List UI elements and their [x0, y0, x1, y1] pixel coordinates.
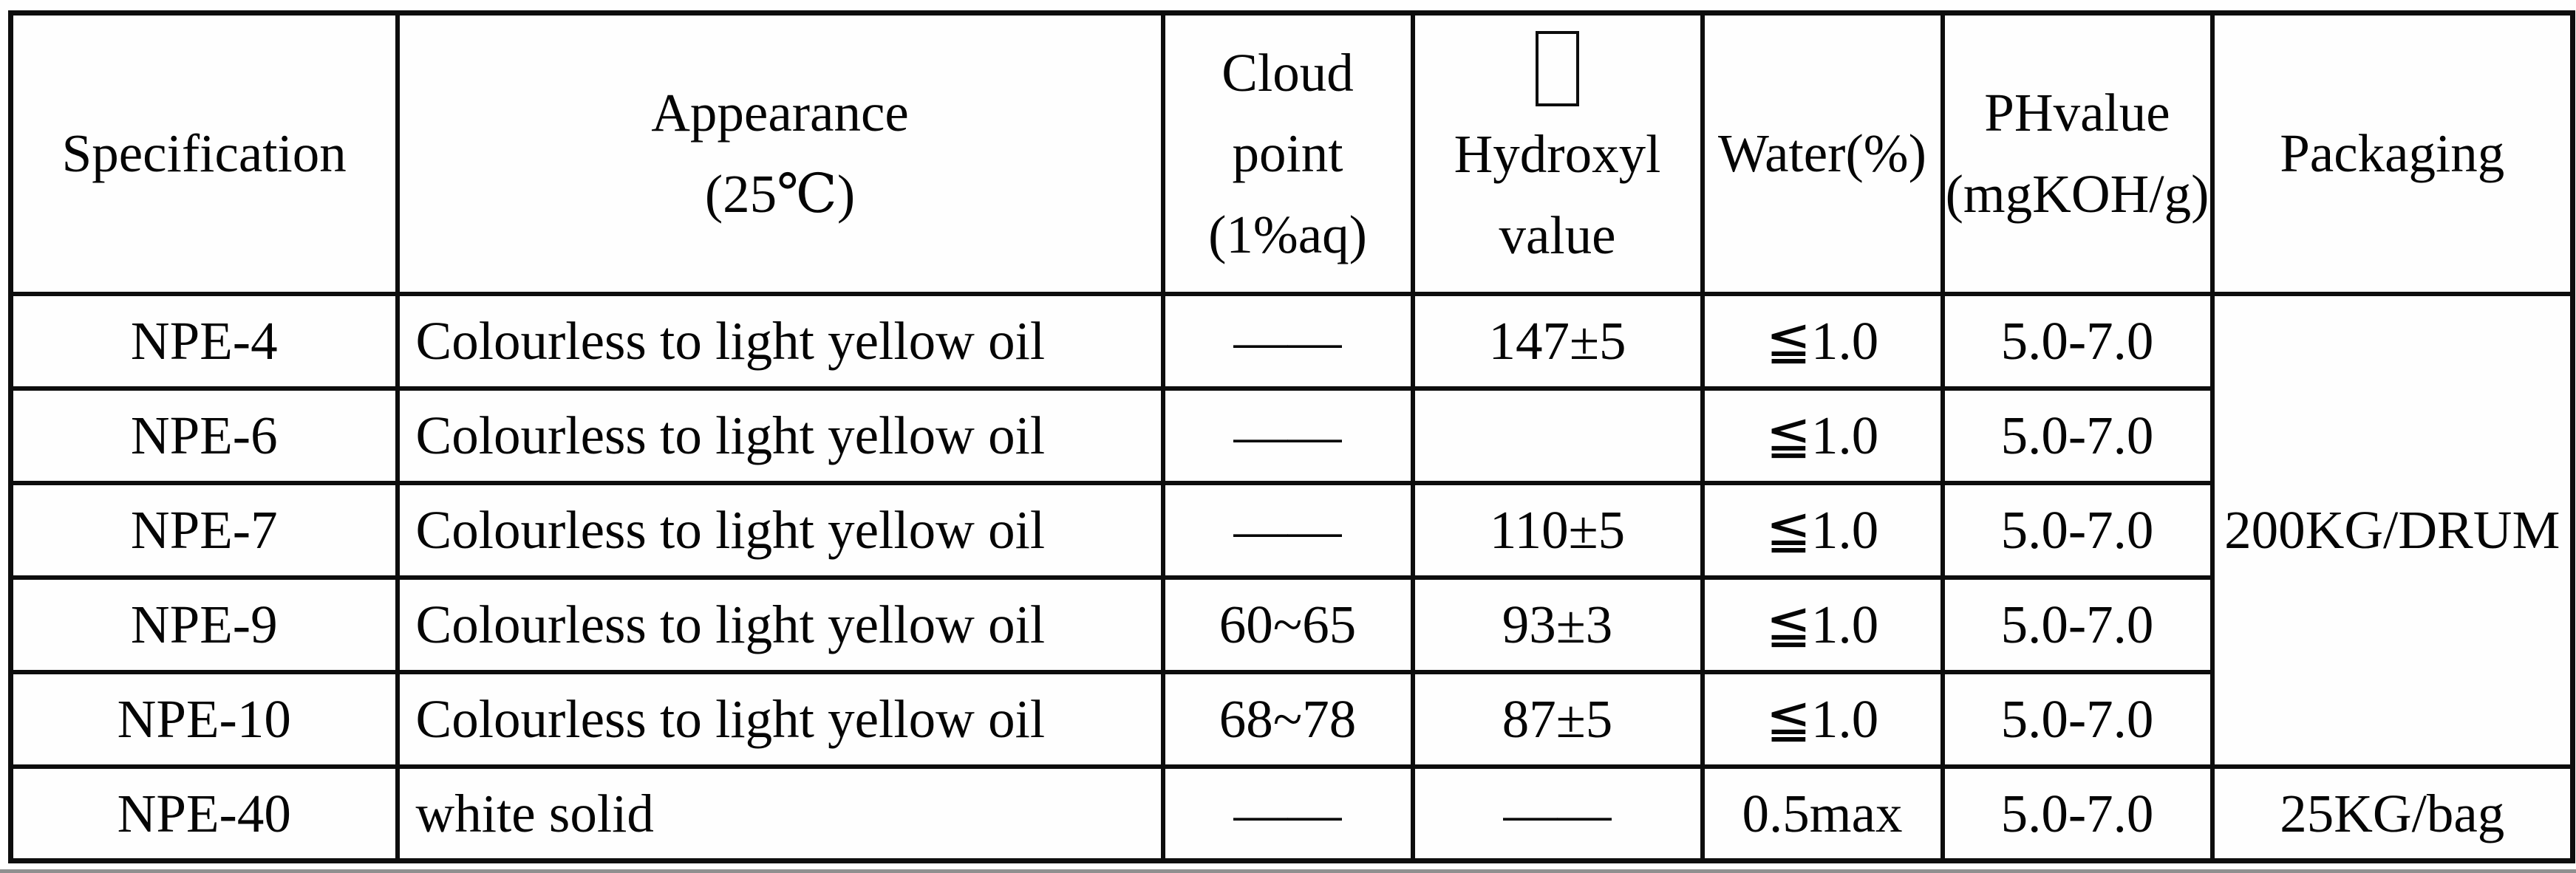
cell-ph-value: 5.0-7.0 [1940, 480, 2215, 580]
cell-appearance: Colourless to light yellow oil [395, 291, 1165, 391]
col-header-appearance: Appearance (25℃) [395, 10, 1165, 296]
cell-appearance: Colourless to light yellow oil [395, 669, 1165, 769]
cell-water: ≦1.0 [1700, 669, 1945, 769]
missing-glyph-box [1536, 31, 1579, 107]
cell-cloud-point: —— [1160, 291, 1415, 391]
header-line: Water(%) [1718, 123, 1926, 183]
header-line: Cloud [1221, 42, 1354, 103]
cell-ph-value: 5.0-7.0 [1940, 386, 2215, 485]
cell-water: ≦1.0 [1700, 575, 1945, 674]
cell-specification: NPE-10 [8, 669, 400, 769]
cell-ph-value: 5.0-7.0 [1940, 669, 2215, 769]
col-header-ph-value: PHvalue (mgKOH/g) [1940, 10, 2215, 296]
cell-appearance: white solid [395, 764, 1165, 863]
cell-ph-value: 5.0-7.0 [1940, 575, 2215, 674]
cell-cloud-point: —— [1160, 764, 1415, 863]
scan-artifact-line [0, 869, 2576, 873]
cell-water: 0.5max [1700, 764, 1945, 863]
header-line: (1%aq) [1208, 204, 1367, 264]
cell-hydroxyl-value: 110±5 [1410, 480, 1705, 580]
cell-cloud-point: 68~78 [1160, 669, 1415, 769]
table-header-row: Specification Appearance (25℃) Cloud poi… [8, 10, 2575, 296]
cell-specification: NPE-6 [8, 386, 400, 485]
table-row: NPE-9 Colourless to light yellow oil 60~… [8, 575, 2573, 674]
col-header-water: Water(%) [1700, 10, 1945, 296]
cell-cloud-point: 60~65 [1160, 575, 1415, 674]
cell-water: ≦1.0 [1700, 291, 1945, 391]
cell-specification: NPE-9 [8, 575, 400, 674]
header-line: Hydroxyl [1454, 124, 1661, 185]
cell-hydroxyl-value: —— [1410, 764, 1705, 863]
header-line: (25℃) [704, 163, 856, 224]
header-line: point [1232, 123, 1343, 183]
cell-specification: NPE-7 [8, 480, 400, 580]
cell-appearance: Colourless to light yellow oil [395, 480, 1165, 580]
table-row: NPE-10 Colourless to light yellow oil 68… [8, 669, 2573, 769]
col-header-cloud-point: Cloud point (1%aq) [1160, 10, 1415, 296]
header-line: Appearance [651, 83, 909, 143]
table-row: NPE-40 white solid —— —— 0.5max 5.0-7.0 … [8, 764, 2575, 863]
cell-cloud-point: —— [1160, 386, 1415, 485]
cell-packaging-bag: 25KG/bag [2209, 764, 2575, 863]
cell-ph-value: 5.0-7.0 [1940, 764, 2215, 863]
cell-hydroxyl-value [1410, 386, 1705, 485]
col-header-specification: Specification [8, 10, 400, 296]
cell-appearance: Colourless to light yellow oil [395, 575, 1165, 674]
cell-packaging-drum: 200KG/DRUM [2209, 291, 2575, 769]
cell-cloud-point: —— [1160, 480, 1415, 580]
table-row: NPE-4 Colourless to light yellow oil —— … [8, 291, 2575, 769]
header-line: value [1499, 205, 1616, 265]
cell-water: ≦1.0 [1700, 480, 1945, 580]
cell-ph-value: 5.0-7.0 [1940, 291, 2215, 391]
col-header-hydroxyl-value: Hydroxyl value [1410, 10, 1705, 296]
header-line: Specification [61, 123, 347, 183]
cell-specification: NPE-4 [8, 291, 400, 391]
cell-water: ≦1.0 [1700, 386, 1945, 485]
table-row: NPE-7 Colourless to light yellow oil —— … [8, 480, 2573, 580]
cell-hydroxyl-value: 93±3 [1410, 575, 1705, 674]
cell-appearance: Colourless to light yellow oil [395, 386, 1165, 485]
col-header-packaging: Packaging [2209, 10, 2575, 296]
cell-specification: NPE-40 [8, 764, 400, 863]
header-line: PHvalue [1984, 83, 2170, 143]
header-line [1417, 31, 1698, 114]
cell-hydroxyl-value: 147±5 [1410, 291, 1705, 391]
cell-hydroxyl-value: 87±5 [1410, 669, 1705, 769]
header-line: (mgKOH/g) [1945, 163, 2209, 224]
header-line: Packaging [2280, 123, 2505, 183]
npe-specification-table: Specification Appearance (25℃) Cloud poi… [8, 10, 2575, 863]
table-row: NPE-6 Colourless to light yellow oil —— … [8, 386, 2573, 485]
